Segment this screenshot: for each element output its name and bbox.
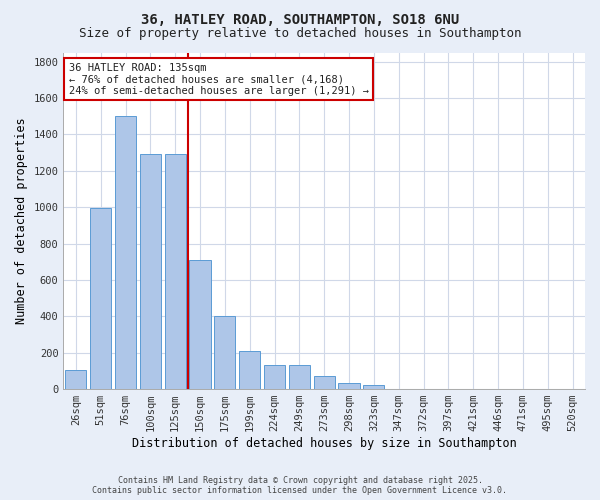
Bar [214, 316, 235, 389]
Text: 36 HATLEY ROAD: 135sqm
← 76% of detached houses are smaller (4,168)
24% of semi-: 36 HATLEY ROAD: 135sqm ← 76% of detached… [68, 62, 368, 96]
Bar [115, 116, 136, 389]
Text: 36, HATLEY ROAD, SOUTHAMPTON, SO18 6NU: 36, HATLEY ROAD, SOUTHAMPTON, SO18 6NU [141, 12, 459, 26]
Y-axis label: Number of detached properties: Number of detached properties [15, 118, 28, 324]
Bar [90, 208, 111, 389]
Text: Contains HM Land Registry data © Crown copyright and database right 2025.
Contai: Contains HM Land Registry data © Crown c… [92, 476, 508, 495]
Bar [239, 351, 260, 389]
Bar [314, 376, 335, 389]
Bar [65, 370, 86, 389]
X-axis label: Distribution of detached houses by size in Southampton: Distribution of detached houses by size … [132, 437, 517, 450]
Bar [338, 382, 359, 389]
Text: Size of property relative to detached houses in Southampton: Size of property relative to detached ho… [79, 28, 521, 40]
Bar [264, 366, 285, 389]
Bar [289, 366, 310, 389]
Bar [190, 260, 211, 389]
Bar [364, 385, 385, 389]
Bar [164, 154, 186, 389]
Bar [140, 154, 161, 389]
